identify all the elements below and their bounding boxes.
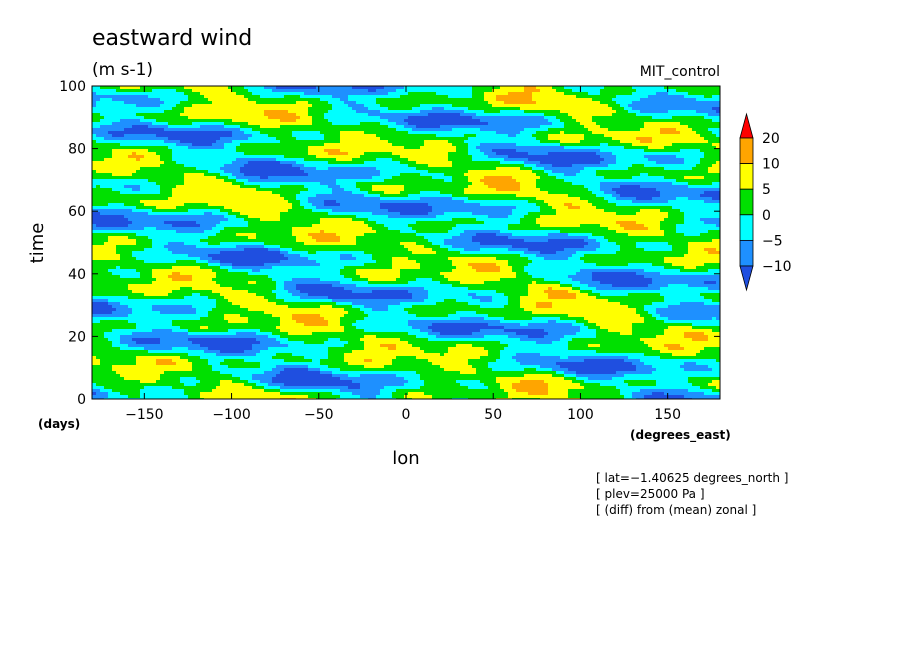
y-tick-label: 100	[59, 79, 86, 95]
x-tick-label: 0	[402, 407, 411, 423]
colorbar-max-arrow	[739, 112, 754, 139]
colorbar-label: −10	[762, 259, 792, 275]
colorbar-box	[739, 188, 754, 216]
y-tick-label: 40	[68, 267, 86, 283]
colorbar-min-arrow	[739, 265, 754, 292]
x-tick-label: −50	[304, 407, 334, 423]
chart-title: eastward wind	[92, 26, 252, 51]
note-lat: [ lat=−1.40625 degrees_north ]	[596, 471, 788, 485]
x-axis-label: lon	[392, 448, 419, 469]
y-axis-units: (days)	[38, 417, 80, 431]
y-axis: 0 20 40 60 80 100	[59, 79, 720, 408]
note-plev: [ plev=25000 Pa ]	[596, 487, 705, 501]
colorbar-label: 10	[762, 157, 780, 173]
y-tick-label: 80	[68, 142, 86, 158]
x-tick-label: 50	[484, 407, 502, 423]
note-diff: [ (diff) from (mean) zonal ]	[596, 503, 756, 517]
colorbar-label: 5	[762, 182, 771, 198]
x-axis-units: (degrees_east)	[630, 428, 731, 443]
y-tick-label: 20	[68, 329, 86, 345]
x-tick-label: −100	[212, 407, 250, 423]
y-tick-label: 0	[77, 392, 86, 408]
chart-units: (m s-1)	[92, 60, 153, 80]
x-tick-label: 150	[654, 407, 681, 423]
colorbar: 20 10 5 0 −5 −10	[739, 112, 792, 292]
colorbar-label: 0	[762, 208, 771, 224]
colorbar-box	[739, 137, 754, 165]
colorbar-box	[739, 163, 754, 190]
y-axis-label: time	[27, 223, 48, 264]
x-axis: −150 −100 −50 0 50 100 150	[125, 86, 681, 423]
run-label: MIT_control	[640, 64, 720, 80]
x-tick-label: 100	[567, 407, 594, 423]
x-tick-label: −150	[125, 407, 163, 423]
colorbar-label: −5	[762, 233, 783, 249]
y-tick-label: 60	[68, 204, 86, 220]
colorbar-box	[739, 239, 754, 267]
contour-field	[92, 86, 720, 399]
colorbar-box	[739, 214, 754, 241]
colorbar-label: 20	[762, 131, 780, 147]
